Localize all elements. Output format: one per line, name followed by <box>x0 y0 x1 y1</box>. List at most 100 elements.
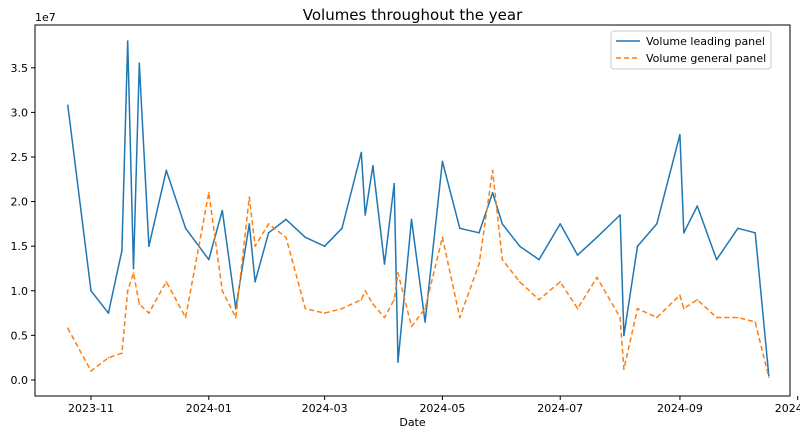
data-point <box>383 316 386 319</box>
y-tick-label: 3.5 <box>11 62 29 75</box>
data-point <box>501 223 504 225</box>
data-point <box>184 227 187 230</box>
data-point <box>459 227 461 230</box>
data-point <box>683 307 685 310</box>
data-point <box>576 307 579 310</box>
x-tick-label: 2024-01 <box>186 402 232 415</box>
data-point <box>323 312 326 314</box>
data-point <box>501 258 504 261</box>
data-point <box>360 298 363 301</box>
data-point <box>121 249 123 252</box>
data-point <box>424 321 426 323</box>
data-point <box>715 316 718 319</box>
data-point <box>737 227 739 230</box>
data-point <box>254 281 256 283</box>
data-point <box>304 307 307 310</box>
data-point <box>90 370 92 372</box>
data-point <box>67 104 69 107</box>
data-point <box>248 196 251 198</box>
data-point <box>683 232 685 234</box>
data-point <box>596 236 598 239</box>
data-point <box>138 62 141 65</box>
data-point <box>424 307 426 310</box>
data-point <box>576 254 579 256</box>
data-point <box>148 245 150 247</box>
data-point <box>397 272 399 274</box>
data-point <box>235 316 237 319</box>
data-point <box>696 298 699 301</box>
data-point <box>267 232 270 234</box>
data-point <box>132 272 135 274</box>
data-point <box>596 276 598 279</box>
data-point <box>165 281 168 283</box>
legend: Volume leading panel Volume general pane… <box>610 30 772 70</box>
data-point <box>491 191 494 194</box>
data-point <box>410 218 413 221</box>
data-point <box>364 290 367 292</box>
y-tick-label: 2.5 <box>11 151 29 164</box>
data-point <box>410 325 413 328</box>
data-point <box>254 245 256 247</box>
data-point <box>768 376 770 379</box>
data-point <box>754 232 756 234</box>
x-tick-label: 2024-11 <box>775 402 800 415</box>
data-point <box>441 236 444 239</box>
data-point <box>90 290 92 292</box>
y-tick-label: 2.0 <box>11 196 29 209</box>
data-point <box>67 327 69 330</box>
y-tick-label: 1.0 <box>11 285 29 298</box>
legend-label-general: Volume general panel <box>646 52 766 65</box>
plot-frame <box>34 24 791 397</box>
data-point <box>737 316 739 319</box>
data-point <box>538 258 540 261</box>
x-axis-label: Date <box>399 416 426 429</box>
data-point <box>341 227 343 230</box>
data-point <box>441 160 444 163</box>
y-tick-label: 0.0 <box>11 374 29 387</box>
data-point <box>559 223 561 225</box>
x-tick-label: 2023-11 <box>68 402 114 415</box>
data-point <box>518 281 521 283</box>
legend-label-leading: Volume leading panel <box>646 35 765 48</box>
series-group <box>67 40 770 379</box>
data-point <box>715 258 718 261</box>
data-point <box>768 374 770 377</box>
data-point <box>754 321 756 323</box>
data-point <box>267 223 270 225</box>
data-point <box>656 316 658 319</box>
data-point <box>518 245 521 247</box>
data-point <box>623 368 625 371</box>
data-point <box>397 361 399 363</box>
data-point <box>656 223 658 225</box>
data-point <box>126 290 129 292</box>
x-tick-label: 2024-05 <box>419 402 465 415</box>
data-point <box>696 205 699 207</box>
x-tick-label: 2024-07 <box>537 402 583 415</box>
chart-title: Volumes throughout the year <box>303 6 523 24</box>
data-point <box>221 209 224 212</box>
data-point <box>679 133 681 136</box>
data-point <box>636 245 639 247</box>
data-point <box>623 334 625 337</box>
y-tick-label: 1.5 <box>11 240 29 253</box>
data-point <box>478 232 480 234</box>
data-point <box>538 298 540 301</box>
data-point <box>248 223 251 225</box>
data-point <box>107 312 110 314</box>
y-tick-label: 0.5 <box>11 329 29 342</box>
data-point <box>459 316 461 319</box>
data-point <box>559 281 561 283</box>
data-point <box>107 356 110 359</box>
data-point <box>221 290 224 292</box>
data-point <box>478 263 480 265</box>
y-axis: 0.0 0.5 1.0 1.5 2.0 2.5 3.0 3.5 <box>11 62 35 387</box>
data-point <box>393 182 396 185</box>
data-point <box>636 307 639 310</box>
y-tick-label: 3.0 <box>11 106 29 119</box>
data-point <box>208 191 210 194</box>
data-point <box>372 303 374 305</box>
data-point <box>126 40 129 42</box>
data-point <box>304 236 307 239</box>
data-point <box>285 236 287 239</box>
